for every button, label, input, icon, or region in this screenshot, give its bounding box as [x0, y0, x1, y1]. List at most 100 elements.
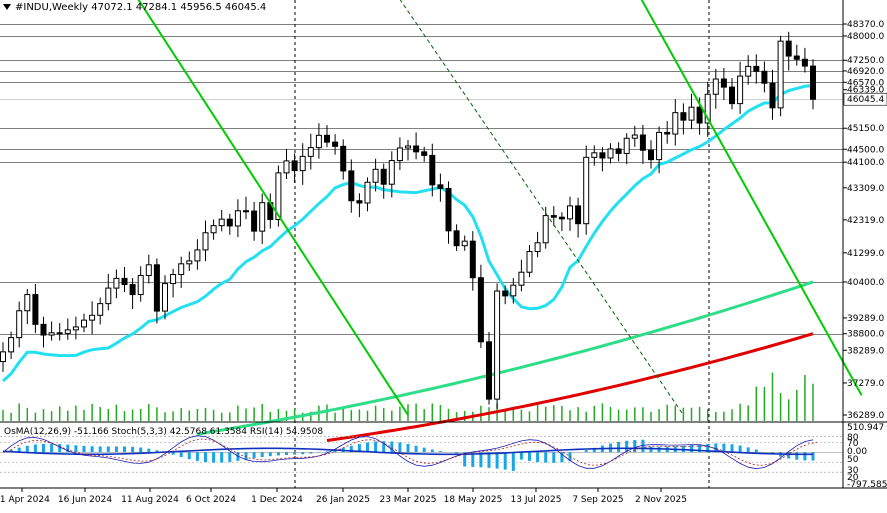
candle-body: [567, 205, 573, 220]
candle-body: [583, 156, 590, 225]
candle-body: [275, 172, 282, 220]
indicator-scale-label: 20: [847, 473, 859, 483]
candle-body: [153, 264, 160, 312]
candle-body: [64, 329, 71, 334]
price-tick-label: 45150.0: [847, 124, 884, 134]
candle-body: [534, 242, 541, 253]
price-tick-label: 48370.0: [847, 20, 884, 30]
trendline[interactable]: [635, 0, 863, 396]
candle-body: [769, 82, 776, 109]
price-tick-label: 38289.0: [847, 346, 884, 356]
candle-body: [340, 145, 347, 172]
candle-body: [218, 218, 225, 227]
candle-body: [801, 58, 808, 67]
candle-body: [226, 218, 233, 227]
chart-header: #INDU,Weekly 47072.1 47284.1 45956.5 460…: [3, 2, 266, 13]
price-tick-label: 43309.0: [847, 184, 884, 194]
time-tick-label: 11 Aug 2024: [121, 495, 179, 505]
candle-body: [97, 303, 104, 316]
triangle-down-icon[interactable]: [3, 4, 11, 10]
price-tick-label: 40400.0: [847, 278, 884, 288]
stoch-main-line: [2, 435, 814, 470]
candle-body: [745, 65, 752, 77]
candle-body: [56, 332, 63, 335]
candle-body: [259, 202, 266, 232]
indicator-header: OsMA(12,26,9) -51.166 Stoch(5,3,3) 42.57…: [4, 427, 323, 437]
candle-body: [388, 160, 395, 185]
candle-body: [631, 134, 638, 139]
candle-body: [243, 210, 249, 213]
price-tick-label: 46339.0: [847, 86, 884, 96]
candle-body: [477, 277, 484, 343]
candle-body: [89, 314, 96, 321]
indicator-scale-label: 70: [847, 439, 859, 449]
indicator-label: OsMA(12,26,9) -51.166 Stoch(5,3,3) 42.57…: [4, 427, 323, 437]
candle-body: [793, 55, 800, 60]
trendline[interactable]: [392, 0, 684, 416]
candle-body: [283, 160, 290, 174]
candle-body: [421, 151, 428, 156]
candle-body: [761, 70, 768, 84]
candle-body: [494, 290, 501, 400]
price-tick-label: 44100.0: [847, 158, 884, 168]
candle-body: [599, 152, 606, 159]
candle-body: [291, 160, 298, 172]
candle-body: [81, 319, 87, 328]
moving-average-line: [1, 84, 814, 383]
trendlines[interactable]: [133, 0, 863, 416]
candle-body: [105, 287, 112, 305]
price-tick-label: 46570.0: [847, 78, 884, 88]
candle-body: [162, 283, 168, 312]
time-tick-label: 16 Jun 2024: [58, 495, 112, 505]
candle-body: [510, 284, 517, 297]
price-tick-label: 41299.0: [847, 249, 884, 259]
candle-body: [24, 294, 31, 312]
candle-body: [453, 230, 460, 247]
candle-body: [672, 112, 679, 135]
candle-body: [40, 323, 47, 336]
price-tick-label: 47250.0: [847, 56, 884, 66]
candle-body: [810, 65, 816, 100]
candle-body: [550, 215, 557, 218]
candle-body: [324, 134, 330, 143]
candle-body: [396, 147, 403, 162]
candle-body: [486, 341, 492, 400]
candle-body: [315, 134, 322, 149]
price-tick-label: 38800.0: [847, 330, 884, 340]
price-tick-label: 46920.0: [847, 67, 884, 77]
candle-body: [704, 93, 711, 124]
candle-body: [696, 106, 703, 124]
time-tick-label: 6 Oct 2024: [186, 495, 236, 505]
candle-body: [307, 147, 314, 157]
price-tick-label: 36289.0: [847, 411, 884, 421]
candle-body: [615, 148, 622, 154]
moving-average-line: [326, 332, 814, 442]
candle-body: [712, 78, 719, 95]
time-axis: 21 Apr 2024 16 Jun 2024 11 Aug 2024 6 Oct 2…: [0, 488, 687, 505]
moving-average-line: [197, 280, 814, 436]
trendline[interactable]: [133, 0, 409, 416]
candle-body: [526, 251, 533, 273]
indicator-scale-label: 0.00: [847, 447, 867, 457]
candle-body: [729, 86, 735, 105]
time-tick-label: 2 Nov 2025: [635, 495, 687, 505]
indicator-scale-label: -797.585: [847, 480, 887, 490]
candle-body: [753, 65, 760, 72]
chart-title: #INDU,Weekly 47072.1 47284.1 45956.5 460…: [15, 2, 266, 13]
candle-body: [469, 240, 476, 279]
candle-body: [639, 134, 646, 151]
stoch-signal-line: [6, 438, 818, 466]
candle-body: [72, 326, 79, 331]
candle-body: [332, 141, 339, 147]
candle-body: [680, 112, 687, 121]
current-price-label: 46045.4: [847, 95, 884, 105]
candle-body: [623, 137, 630, 154]
price-tick-label: 48000.0: [847, 32, 884, 42]
candlesticks: [0, 31, 816, 409]
time-tick-label: 7 Sep 2025: [572, 495, 623, 505]
candle-body: [170, 274, 177, 285]
price-tick-label: 37279.0: [847, 379, 884, 389]
candle-body: [299, 155, 306, 172]
